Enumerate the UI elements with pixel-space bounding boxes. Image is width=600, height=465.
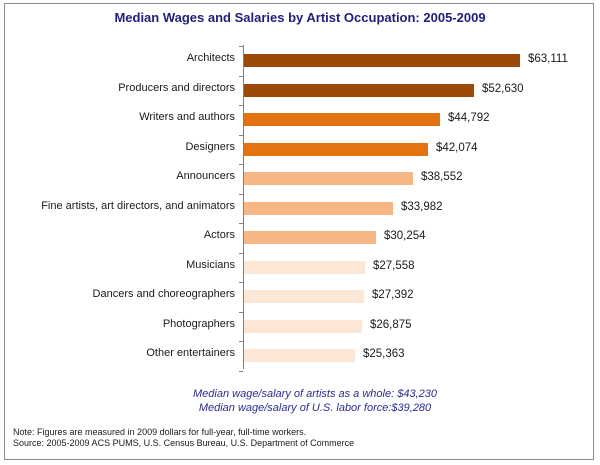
- bar: [244, 143, 428, 156]
- bar-row: Architects $63,111: [0, 46, 600, 75]
- value-label: $27,558: [373, 260, 415, 272]
- artists-median-annotation: Median wage/salary of artists as a whole…: [193, 388, 437, 400]
- bar: [244, 54, 520, 67]
- bar: [244, 320, 362, 333]
- value-label: $63,111: [528, 53, 568, 65]
- axis-tick: [239, 253, 243, 254]
- value-label: $25,363: [363, 348, 405, 360]
- axis-tick: [239, 223, 243, 224]
- category-label: Announcers: [176, 170, 235, 182]
- category-label: Musicians: [186, 259, 235, 271]
- source-text: Source: 2005-2009 ACS PUMS, U.S. Census …: [13, 438, 355, 448]
- axis-tick: [239, 164, 243, 165]
- bar-row: Designers $42,074: [0, 135, 600, 164]
- bar-row: Producers and directors $52,630: [0, 76, 600, 105]
- bar-row: Other entertainers $25,363: [0, 341, 600, 370]
- bar-row: Announcers $38,552: [0, 164, 600, 193]
- value-label: $52,630: [482, 83, 524, 95]
- bar: [244, 84, 474, 97]
- bar: [244, 349, 355, 362]
- category-label: Writers and authors: [139, 111, 235, 123]
- category-label: Dancers and choreographers: [92, 288, 235, 300]
- bar-row: Fine artists, art directors, and animato…: [0, 194, 600, 223]
- value-label: $38,552: [421, 171, 463, 183]
- category-label: Designers: [185, 141, 235, 153]
- category-label: Actors: [203, 229, 235, 241]
- category-label: Architects: [186, 52, 235, 64]
- y-axis-line: [243, 45, 244, 369]
- category-label: Producers and directors: [118, 82, 235, 94]
- axis-tick: [239, 282, 243, 283]
- axis-tick: [239, 135, 243, 136]
- axis-tick: [239, 46, 243, 47]
- value-label: $44,792: [448, 112, 490, 124]
- axis-tick: [239, 371, 243, 372]
- bar: [244, 202, 393, 215]
- category-label: Photographers: [162, 318, 235, 330]
- bar-row: Actors $30,254: [0, 223, 600, 252]
- axis-tick: [239, 312, 243, 313]
- bar: [244, 231, 376, 244]
- axis-tick: [239, 341, 243, 342]
- bar-row: Musicians $27,558: [0, 253, 600, 282]
- note-text: Note: Figures are measured in 2009 dolla…: [13, 427, 307, 437]
- value-label: $33,982: [401, 201, 443, 213]
- value-label: $27,392: [372, 289, 414, 301]
- value-label: $26,875: [370, 319, 412, 331]
- axis-tick: [239, 105, 243, 106]
- axis-tick: [239, 76, 243, 77]
- category-label: Fine artists, art directors, and animato…: [41, 200, 235, 212]
- category-label: Other entertainers: [146, 347, 235, 359]
- axis-tick: [239, 194, 243, 195]
- bar-row: Writers and authors $44,792: [0, 105, 600, 134]
- bar-row: Photographers $26,875: [0, 312, 600, 341]
- bar: [244, 113, 440, 126]
- bar-row: Dancers and choreographers $27,392: [0, 282, 600, 311]
- value-label: $42,074: [436, 142, 478, 154]
- bar: [244, 172, 413, 185]
- bar: [244, 261, 365, 274]
- chart-title: Median Wages and Salaries by Artist Occu…: [114, 10, 486, 25]
- bar: [244, 290, 364, 303]
- value-label: $30,254: [384, 230, 426, 242]
- labor-force-median-annotation: Median wage/salary of U.S. labor force:$…: [198, 402, 432, 414]
